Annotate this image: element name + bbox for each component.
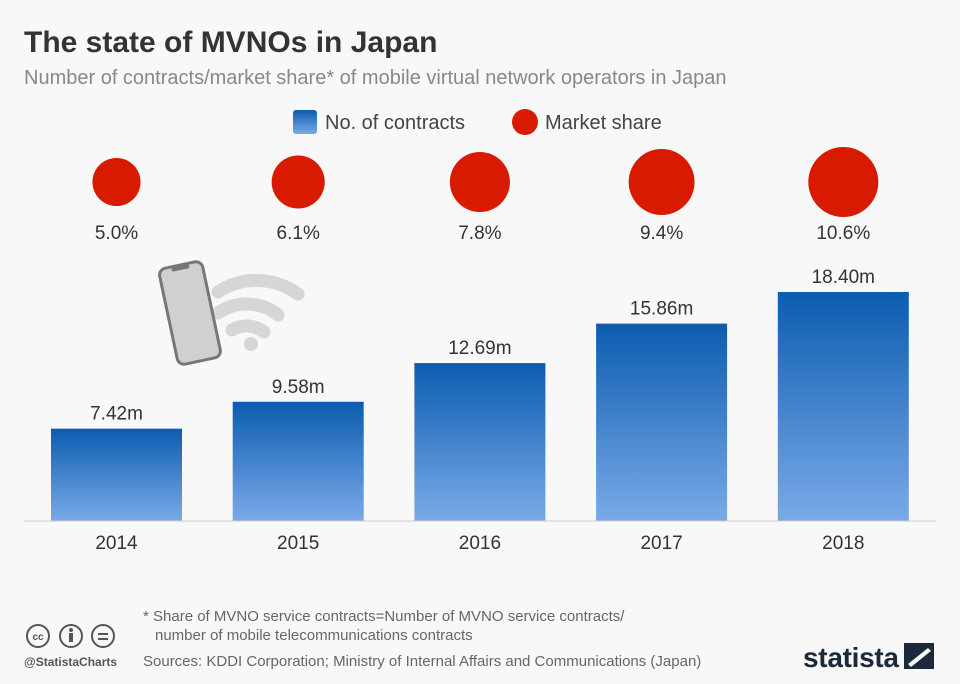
share-circle-2014 bbox=[92, 157, 141, 207]
share-value-label: 7.8% bbox=[458, 223, 501, 244]
bar-value-label: 9.58m bbox=[272, 377, 325, 398]
bar-value-label: 18.40m bbox=[812, 267, 875, 288]
legend-swatch-share bbox=[512, 109, 538, 135]
share-circle-2016 bbox=[449, 151, 510, 213]
bar-value-label: 7.42m bbox=[90, 404, 143, 425]
sources-text: Sources: KDDI Corporation; Ministry of I… bbox=[143, 653, 701, 670]
share-value-label: 6.1% bbox=[277, 223, 320, 244]
footnote-line2: number of mobile telecommunications cont… bbox=[155, 627, 473, 644]
footnote-line1: * Share of MVNO service contracts=Number… bbox=[143, 608, 625, 625]
legend-swatch-contracts bbox=[293, 110, 317, 134]
phone-wifi-icon bbox=[158, 260, 305, 366]
statista-logo[interactable]: statista bbox=[803, 642, 899, 673]
share-value-label: 5.0% bbox=[95, 223, 138, 244]
share-value-label: 9.4% bbox=[640, 223, 683, 244]
cc-license-icons: cc bbox=[26, 624, 115, 648]
share-circle-2018 bbox=[808, 147, 879, 217]
statista-logo-mark bbox=[904, 643, 934, 669]
bar-2017 bbox=[596, 323, 728, 521]
share-value-label: 10.6% bbox=[816, 223, 870, 244]
legend-label-contracts: No. of contracts bbox=[325, 112, 465, 134]
legend-label-share: Market share bbox=[545, 112, 662, 134]
bar-value-label: 12.69m bbox=[448, 338, 511, 359]
share-circle-2017 bbox=[628, 149, 695, 215]
svg-text:cc: cc bbox=[32, 632, 44, 643]
x-tick-label: 2016 bbox=[459, 533, 501, 554]
x-tick-label: 2017 bbox=[640, 533, 682, 554]
bar-2015 bbox=[232, 401, 364, 521]
x-tick-label: 2014 bbox=[95, 533, 138, 554]
chart-subtitle: Number of contracts/market share* of mob… bbox=[24, 67, 727, 89]
bar-value-label: 15.86m bbox=[630, 299, 693, 320]
share-circle-2015 bbox=[271, 155, 325, 209]
x-tick-label: 2015 bbox=[277, 533, 319, 554]
x-tick-label: 2018 bbox=[822, 533, 864, 554]
bar-2018 bbox=[777, 292, 909, 521]
bar-2016 bbox=[414, 363, 546, 521]
bar-2014 bbox=[51, 428, 182, 521]
chart-title: The state of MVNOs in Japan bbox=[24, 26, 437, 59]
statista-handle[interactable]: @StatistaCharts bbox=[24, 655, 117, 669]
